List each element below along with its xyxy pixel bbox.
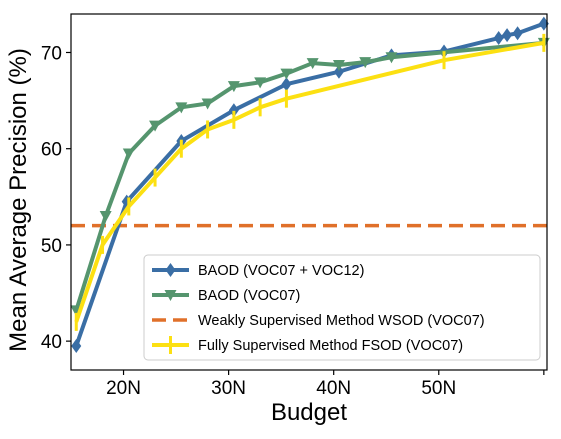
x-axis: 20N 30N 40N 50N (106, 370, 545, 399)
data-point-diamond (502, 28, 513, 43)
data-point-diamond (228, 103, 239, 118)
legend-entry: Weakly Supervised Method WSOD (VOC07) (152, 313, 485, 329)
x-tick-label: 40N (316, 378, 351, 399)
data-point-diamond (538, 16, 549, 31)
y-axis: 40 50 60 70 (41, 43, 71, 353)
data-point-diamond (493, 31, 504, 46)
plot-series (70, 16, 550, 353)
data-point-triangle (122, 148, 135, 160)
legend-entry: Fully Supervised Method FSOD (VOC07) (152, 336, 463, 354)
data-point-triangle (332, 59, 345, 71)
legend-entry: BAOD (VOC07) (152, 288, 300, 304)
y-tick-label: 40 (41, 332, 62, 353)
data-point-triangle (227, 81, 240, 93)
legend-box (143, 254, 541, 361)
x-tick-label: 30N (211, 378, 246, 399)
plot-area-frame (70, 13, 548, 371)
data-point-triangle (359, 57, 372, 69)
data-point-triangle (280, 68, 293, 80)
data-point-triangle (175, 102, 188, 114)
data-point-triangle (99, 211, 112, 223)
data-point-diamond (512, 26, 523, 41)
data-point-triangle (385, 52, 398, 64)
y-axis-label: Mean Average Precision (%) (5, 48, 32, 352)
legend-label: Weakly Supervised Method WSOD (VOC07) (198, 313, 485, 329)
y-tick-label: 50 (41, 236, 62, 257)
data-point-triangle (201, 98, 214, 110)
x-tick-label: 20N (106, 378, 141, 399)
legend-label: BAOD (VOC07) (198, 288, 300, 304)
data-point-diamond (281, 77, 292, 92)
series-4 (74, 33, 546, 331)
data-point-diamond (71, 338, 82, 353)
legend-label: BAOD (VOC07 + VOC12) (198, 263, 364, 279)
legend-entry: BAOD (VOC07 + VOC12) (152, 263, 364, 279)
legend: BAOD (VOC07 + VOC12) BAOD (VOC07) Weakly S… (143, 254, 541, 361)
data-point-diamond (333, 64, 344, 79)
y-tick-label: 60 (41, 140, 62, 161)
data-point-diamond (165, 263, 176, 277)
y-tick-label: 70 (41, 43, 62, 64)
data-point-triangle (306, 58, 319, 70)
x-tick-label: 50N (421, 378, 456, 399)
series-2 (70, 37, 550, 317)
x-axis-label: Budget (271, 399, 347, 426)
data-point-triangle (149, 120, 162, 132)
data-point-triangle (164, 290, 177, 301)
legend-label: Fully Supervised Method FSOD (VOC07) (198, 338, 463, 354)
data-point-triangle (254, 77, 267, 89)
